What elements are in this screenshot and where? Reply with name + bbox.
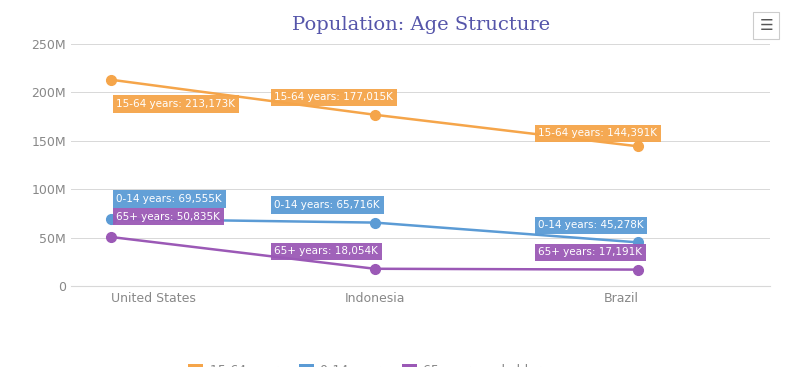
Legend: 15-64 years, 0-14 years, 65 years and older: 15-64 years, 0-14 years, 65 years and ol…	[183, 359, 546, 367]
Text: 0-14 years: 65,716K: 0-14 years: 65,716K	[275, 200, 380, 210]
Text: 15-64 years: 144,391K: 15-64 years: 144,391K	[538, 128, 657, 138]
Text: 0-14 years: 45,278K: 0-14 years: 45,278K	[538, 220, 644, 230]
Text: 65+ years: 17,191K: 65+ years: 17,191K	[538, 247, 642, 257]
Text: 65+ years: 18,054K: 65+ years: 18,054K	[275, 246, 379, 257]
Text: 65+ years: 50,835K: 65+ years: 50,835K	[116, 211, 220, 222]
Text: 15-64 years: 177,015K: 15-64 years: 177,015K	[275, 92, 393, 102]
Text: ☰: ☰	[759, 18, 773, 33]
Text: 15-64 years: 213,173K: 15-64 years: 213,173K	[116, 99, 235, 109]
Title: Population: Age Structure: Population: Age Structure	[291, 16, 550, 34]
Text: 0-14 years: 69,555K: 0-14 years: 69,555K	[116, 194, 222, 204]
